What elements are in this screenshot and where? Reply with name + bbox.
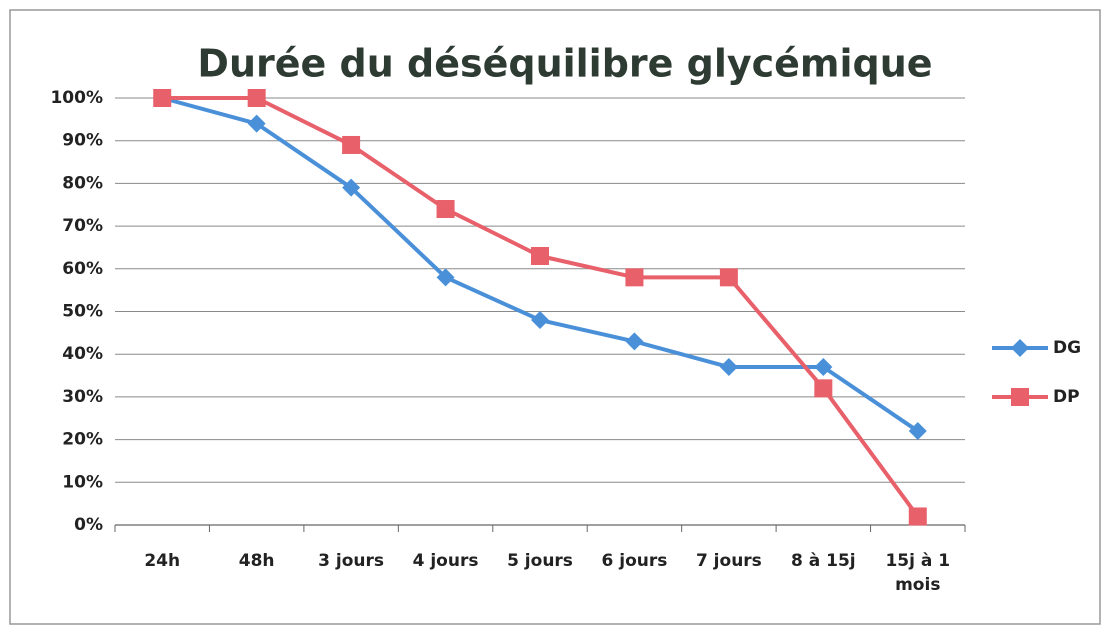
y-tick-label: 10%	[62, 472, 103, 492]
y-tick-label: 20%	[62, 430, 103, 450]
x-tick-label: 24h	[144, 551, 181, 571]
point	[719, 358, 738, 377]
y-tick-label: 50%	[62, 302, 103, 322]
x-tick-label: 3 jours	[318, 551, 385, 571]
point	[1011, 388, 1029, 406]
chart-border	[9, 9, 1101, 625]
point	[814, 379, 833, 398]
y-tick-label: 40%	[62, 344, 103, 364]
x-tick-label: 6 jours	[601, 551, 668, 571]
point	[908, 507, 927, 526]
y-tick-label: 70%	[62, 216, 103, 236]
point	[625, 332, 644, 351]
point	[719, 268, 738, 287]
legend-label: DP	[1053, 387, 1080, 407]
series-line	[162, 96, 920, 518]
y-tick-label: 100%	[50, 88, 103, 108]
y-tick-label: 0%	[74, 515, 103, 535]
x-tick-label: 7 jours	[695, 551, 762, 571]
legend-label: DG	[1053, 338, 1081, 358]
point	[436, 268, 455, 287]
x-tick-label: 5 jours	[507, 551, 573, 571]
point	[814, 358, 833, 377]
y-tick-label: 80%	[62, 173, 103, 193]
y-tick-label: 90%	[62, 131, 103, 151]
x-tick-label: 4 jours	[412, 551, 479, 571]
chart-title: Durée du déséquilibre glycémique	[197, 42, 932, 86]
point	[342, 135, 361, 154]
y-tick-label: 60%	[62, 259, 103, 279]
point	[531, 311, 549, 330]
point	[342, 178, 361, 197]
x-tick-label: 48h	[238, 551, 275, 571]
point	[908, 422, 927, 441]
point	[247, 114, 266, 133]
point	[436, 200, 455, 219]
point	[153, 89, 172, 107]
point	[531, 246, 549, 265]
point	[247, 89, 266, 107]
x-tick-label: 15j à 1 mois	[885, 551, 951, 595]
x-tick-label: 8 à 15j	[791, 551, 856, 571]
point	[625, 268, 644, 287]
y-tick-label: 30%	[62, 387, 103, 407]
point	[1011, 339, 1029, 357]
